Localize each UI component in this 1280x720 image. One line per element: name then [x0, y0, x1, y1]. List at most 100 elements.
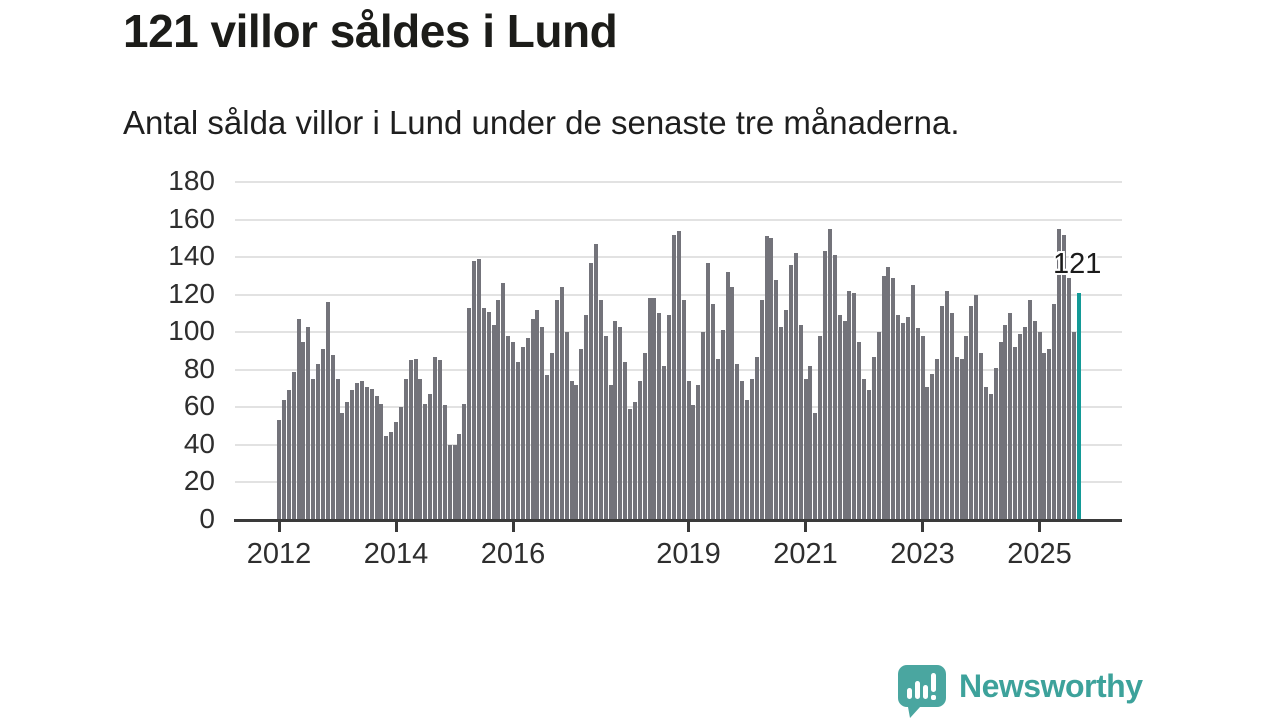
bar: [876, 332, 881, 520]
bar: [481, 307, 486, 520]
y-axis-tick-label: 160: [168, 202, 215, 234]
bar: [988, 394, 993, 520]
bar: [993, 367, 998, 520]
x-axis-tick-label: 2021: [773, 538, 838, 570]
x-axis-tick-label: 2012: [246, 538, 312, 570]
bar: [408, 360, 413, 520]
bar: [530, 319, 535, 520]
bar: [837, 315, 842, 520]
bar: [589, 262, 593, 520]
bar: [862, 379, 866, 520]
bar: [749, 379, 754, 520]
bar: [779, 326, 784, 520]
bar: [564, 332, 569, 520]
bar: [413, 358, 418, 520]
bar: [857, 341, 862, 520]
bar: [691, 405, 696, 520]
bar: [350, 390, 355, 520]
bar: [501, 283, 506, 520]
y-axis-tick-label: 0: [199, 503, 215, 534]
x-axis-line: [234, 519, 1122, 522]
bar: [472, 260, 476, 520]
bar: [457, 433, 462, 520]
bar: [579, 349, 584, 520]
bar: [998, 341, 1003, 520]
y-axis-tick-label: 80: [183, 352, 215, 384]
x-axis-tick: [921, 522, 924, 532]
x-axis-tick: [1038, 522, 1041, 532]
bar: [886, 266, 891, 520]
bar: [637, 381, 642, 520]
bar: [949, 313, 954, 520]
bar: [1022, 326, 1027, 520]
bar: [959, 358, 964, 520]
bar: [584, 315, 589, 520]
bar: [701, 332, 706, 520]
bar: [803, 379, 808, 520]
bar: [462, 403, 467, 520]
y-axis-tick-label: 100: [168, 315, 215, 347]
bar: [901, 322, 905, 520]
bar: [774, 279, 779, 520]
bar: [574, 384, 579, 520]
y-axis-tick-label: 20: [183, 465, 215, 497]
bar: [286, 390, 291, 520]
bar: [603, 335, 608, 520]
bar: [486, 311, 491, 520]
bar: [569, 381, 574, 520]
bar: [1066, 277, 1071, 520]
bar: [866, 390, 871, 520]
bar: [730, 287, 735, 520]
bar: [852, 292, 857, 520]
bar: [905, 317, 910, 520]
gridline: [235, 181, 1122, 183]
bar: [559, 287, 564, 520]
bar: [798, 324, 803, 520]
x-axis-tick: [277, 522, 281, 532]
bar: [1032, 320, 1037, 520]
y-axis-tick-label: 40: [183, 427, 215, 459]
bar: [554, 300, 559, 520]
bar: [593, 243, 598, 520]
bar: [628, 409, 632, 520]
x-axis-tick-label: 2016: [480, 538, 546, 570]
bar: [1057, 228, 1061, 520]
bar: [1018, 334, 1022, 520]
bar: [1042, 352, 1047, 520]
y-axis-tick-label: 180: [168, 165, 215, 196]
bar: [969, 305, 974, 520]
bar: [320, 349, 325, 520]
x-axis-tick: [687, 522, 690, 532]
bar: [423, 403, 428, 520]
y-axis-tick-label: 60: [183, 390, 215, 422]
x-axis-tick: [804, 522, 807, 532]
bar: [940, 305, 944, 520]
bar: [696, 384, 701, 520]
bar: [910, 285, 915, 520]
bar: [447, 444, 452, 520]
bar: [511, 341, 515, 520]
bar: [379, 403, 384, 520]
bar: [788, 264, 793, 520]
bar: [793, 253, 798, 520]
bar: [944, 290, 949, 520]
bar: [281, 399, 286, 520]
bar: [1047, 349, 1052, 520]
bar: [428, 394, 433, 520]
bar: [745, 399, 749, 520]
bar: [1003, 324, 1008, 520]
x-axis-tick: [511, 522, 515, 532]
bar: [974, 294, 979, 520]
bar: [964, 335, 969, 520]
bar: [540, 326, 545, 520]
bar: [1061, 234, 1066, 520]
bar: [325, 302, 330, 520]
bar: [340, 412, 345, 520]
bar: [369, 388, 374, 520]
bar: [832, 255, 837, 520]
bar: [842, 320, 847, 520]
bar: [389, 431, 394, 520]
bar: [1052, 304, 1057, 520]
bar: [535, 309, 540, 520]
